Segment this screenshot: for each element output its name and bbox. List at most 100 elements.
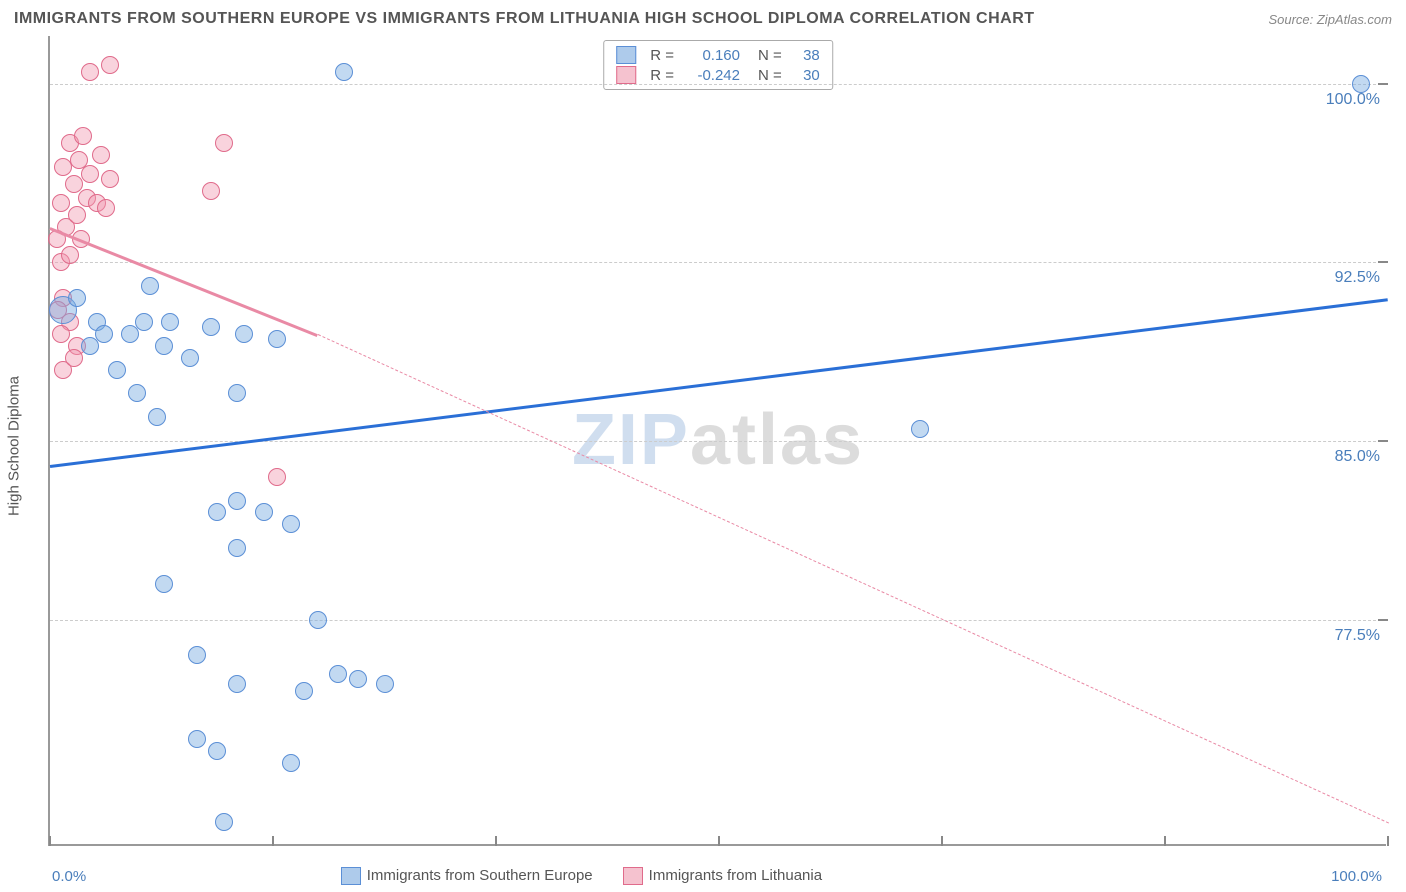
data-point xyxy=(335,63,353,81)
data-point xyxy=(92,146,110,164)
data-point xyxy=(295,682,313,700)
data-point xyxy=(282,754,300,772)
swatch-icon xyxy=(616,66,636,84)
data-point xyxy=(68,206,86,224)
x-tick-mark xyxy=(941,836,943,846)
data-point xyxy=(911,420,929,438)
data-point xyxy=(148,408,166,426)
r-label: R = xyxy=(650,67,674,84)
r-label: R = xyxy=(650,47,674,64)
data-point xyxy=(188,730,206,748)
n-label: N = xyxy=(758,67,782,84)
data-point xyxy=(155,337,173,355)
gridline xyxy=(50,84,1386,85)
data-point xyxy=(161,313,179,331)
data-point xyxy=(74,127,92,145)
data-point xyxy=(255,503,273,521)
data-point xyxy=(228,539,246,557)
gridline xyxy=(50,262,1386,263)
x-tick-mark xyxy=(718,836,720,846)
y-tick-mark xyxy=(1378,619,1388,621)
y-tick-mark xyxy=(1378,440,1388,442)
legend-series-2: Immigrants from Lithuania xyxy=(623,867,822,885)
legend-stat-row: R = -0.242 N = 30 xyxy=(616,65,820,85)
data-point xyxy=(268,330,286,348)
data-point xyxy=(141,277,159,295)
data-point xyxy=(97,199,115,217)
data-point xyxy=(68,289,86,307)
x-tick-mark xyxy=(495,836,497,846)
y-tick-mark xyxy=(1378,261,1388,263)
swatch-series-2 xyxy=(623,867,643,885)
data-point xyxy=(215,813,233,831)
data-point xyxy=(215,134,233,152)
data-point xyxy=(208,742,226,760)
legend-bottom: Immigrants from Southern Europe Immigran… xyxy=(341,867,822,885)
data-point xyxy=(329,665,347,683)
data-point xyxy=(376,675,394,693)
data-point xyxy=(202,182,220,200)
data-point xyxy=(228,384,246,402)
data-point xyxy=(349,670,367,688)
x-axis-max-label: 100.0% xyxy=(1331,868,1382,885)
n-label: N = xyxy=(758,47,782,64)
y-tick-label: 85.0% xyxy=(1335,448,1380,466)
legend-stats-box: R = 0.160 N = 38 R = -0.242 N = 30 xyxy=(603,40,833,90)
data-point xyxy=(101,56,119,74)
x-tick-mark xyxy=(49,836,51,846)
y-tick-mark xyxy=(1378,83,1388,85)
source-credit: Source: ZipAtlas.com xyxy=(1268,12,1392,27)
data-point xyxy=(81,165,99,183)
data-point xyxy=(188,646,206,664)
data-point xyxy=(52,325,70,343)
data-point xyxy=(52,194,70,212)
r-value: 0.160 xyxy=(682,47,740,64)
r-value: -0.242 xyxy=(682,67,740,84)
data-point xyxy=(235,325,253,343)
data-point xyxy=(309,611,327,629)
data-point xyxy=(81,63,99,81)
swatch-series-1 xyxy=(341,867,361,885)
x-tick-mark xyxy=(1164,836,1166,846)
legend-label-1: Immigrants from Southern Europe xyxy=(367,867,593,884)
data-point xyxy=(108,361,126,379)
x-tick-mark xyxy=(1387,836,1389,846)
chart-title: IMMIGRANTS FROM SOUTHERN EUROPE VS IMMIG… xyxy=(14,10,1035,28)
x-axis-min-label: 0.0% xyxy=(52,868,86,885)
data-point xyxy=(128,384,146,402)
source-name: ZipAtlas.com xyxy=(1317,12,1392,27)
y-axis-label: High School Diploma xyxy=(6,376,23,516)
legend-stat-row: R = 0.160 N = 38 xyxy=(616,45,820,65)
data-point xyxy=(228,492,246,510)
watermark: ZIPatlas xyxy=(572,399,864,481)
watermark-zip: ZIP xyxy=(572,400,690,480)
y-tick-label: 100.0% xyxy=(1326,91,1380,109)
n-value: 30 xyxy=(790,67,820,84)
data-point xyxy=(268,468,286,486)
x-axis-footer: 0.0% Immigrants from Southern Europe Imm… xyxy=(48,862,1386,890)
data-point xyxy=(81,337,99,355)
legend-label-2: Immigrants from Lithuania xyxy=(649,867,822,884)
legend-series-1: Immigrants from Southern Europe xyxy=(341,867,593,885)
watermark-atlas: atlas xyxy=(690,400,864,480)
chart-plot-area: ZIPatlas R = 0.160 N = 38 R = -0.242 N = 30 100… xyxy=(48,36,1386,846)
data-point xyxy=(181,349,199,367)
n-value: 38 xyxy=(790,47,820,64)
trendline-dashed xyxy=(317,334,1388,823)
data-point xyxy=(135,313,153,331)
source-prefix: Source: xyxy=(1268,12,1316,27)
data-point xyxy=(61,246,79,264)
data-point xyxy=(1352,75,1370,93)
data-point xyxy=(65,349,83,367)
data-point xyxy=(208,503,226,521)
y-tick-label: 92.5% xyxy=(1335,269,1380,287)
x-tick-mark xyxy=(272,836,274,846)
gridline xyxy=(50,620,1386,621)
data-point xyxy=(65,175,83,193)
data-point xyxy=(282,515,300,533)
data-point xyxy=(155,575,173,593)
swatch-icon xyxy=(616,46,636,64)
data-point xyxy=(101,170,119,188)
data-point xyxy=(202,318,220,336)
data-point xyxy=(228,675,246,693)
